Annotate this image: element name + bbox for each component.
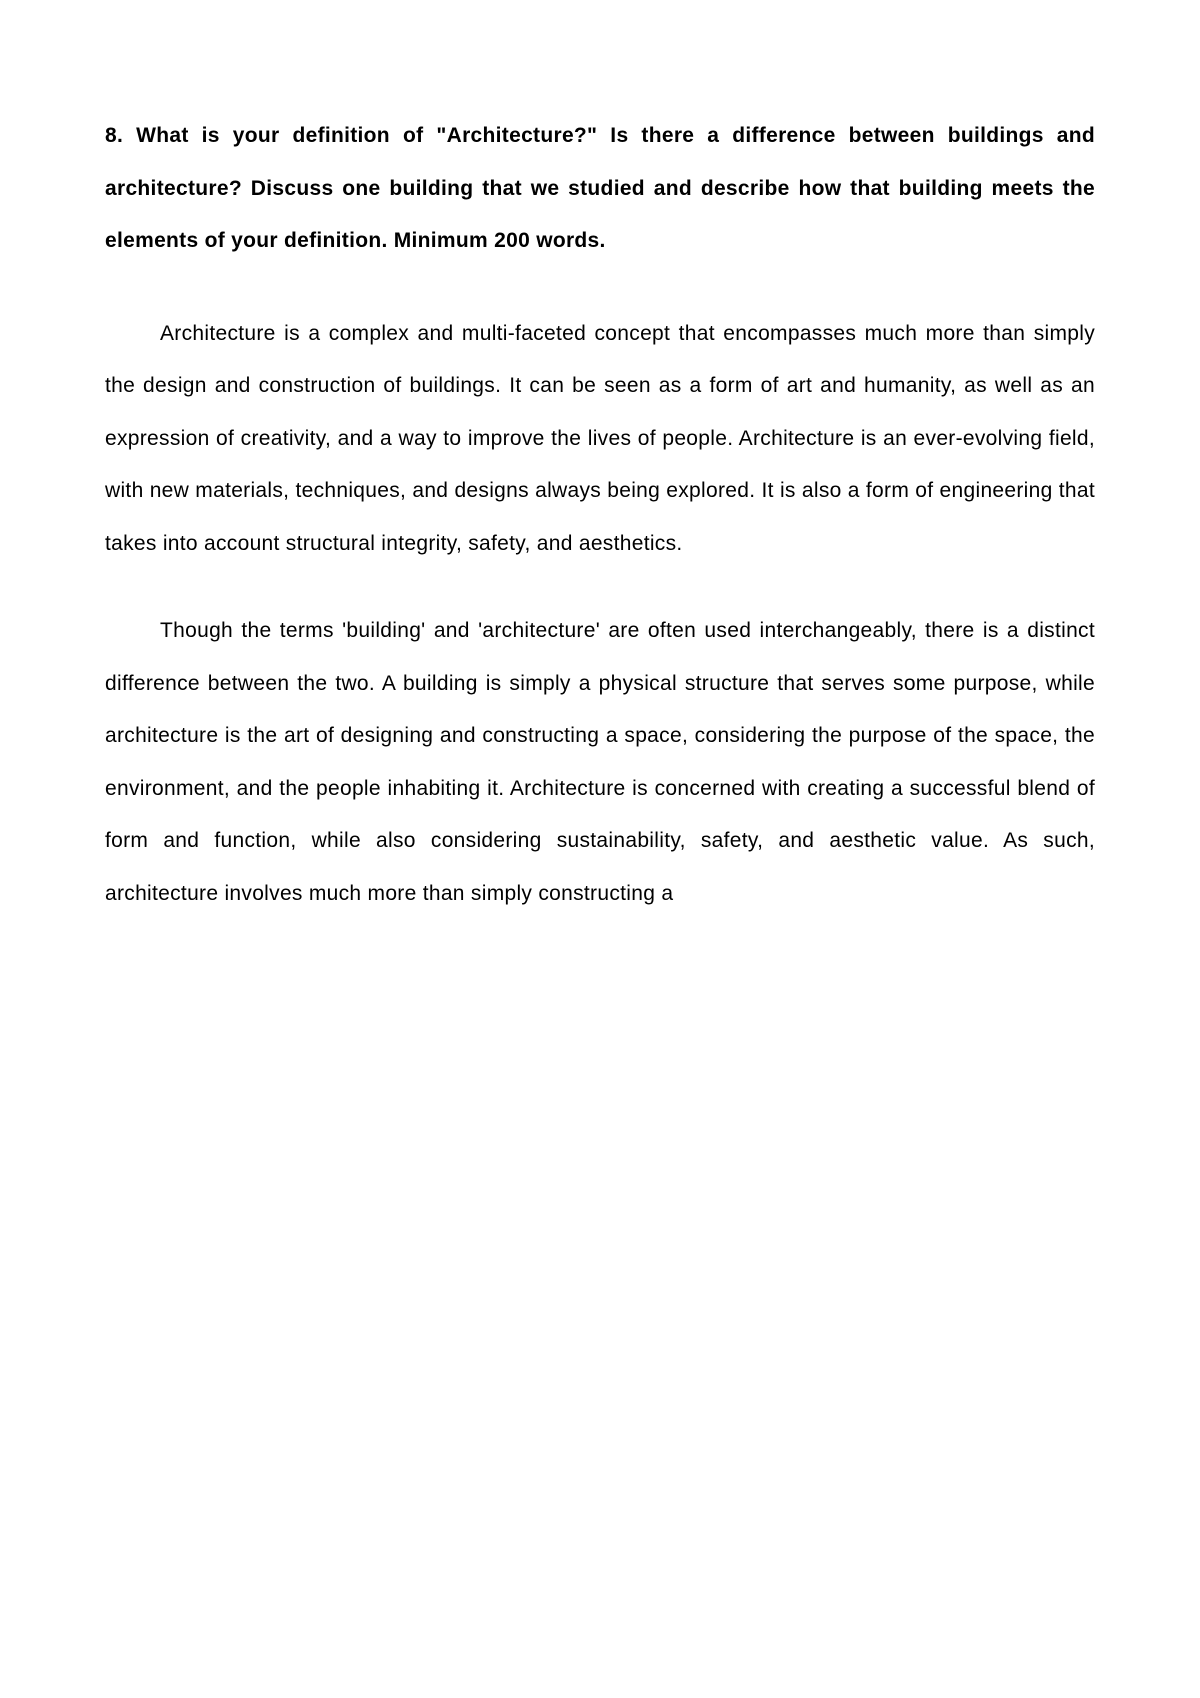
body-paragraph-2: Though the terms 'building' and 'archite… <box>105 605 1095 920</box>
question-prompt: 8. What is your definition of "Architect… <box>105 110 1095 268</box>
body-paragraph-1: Architecture is a complex and multi-face… <box>105 308 1095 571</box>
